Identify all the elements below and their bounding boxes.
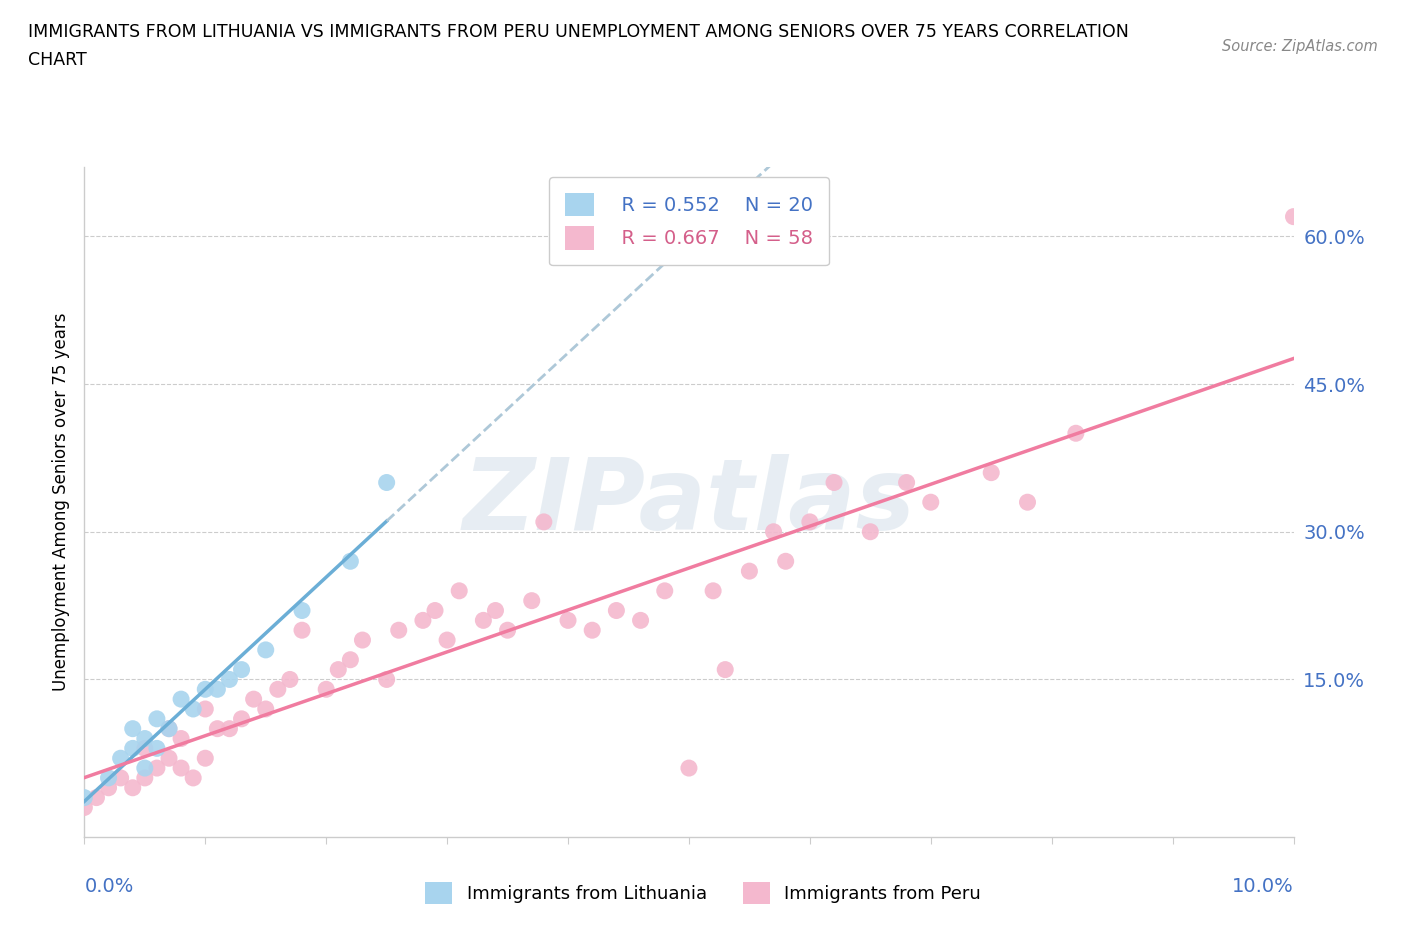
Point — [254, 701, 277, 716]
Point — [146, 761, 169, 776]
Point — [170, 692, 193, 707]
Text: 10.0%: 10.0% — [1232, 877, 1294, 897]
Point — [157, 722, 180, 737]
Point — [896, 475, 918, 490]
Point — [412, 613, 434, 628]
Point — [449, 583, 471, 598]
Point — [762, 525, 785, 539]
Point — [218, 672, 240, 687]
Point — [388, 623, 411, 638]
Point — [134, 770, 156, 785]
Legend:   R = 0.552    N = 20,   R = 0.667    N = 58: R = 0.552 N = 20, R = 0.667 N = 58 — [548, 177, 830, 265]
Point — [1064, 426, 1087, 441]
Point — [278, 672, 301, 687]
Point — [1017, 495, 1039, 510]
Point — [207, 722, 229, 737]
Point — [738, 564, 761, 578]
Point — [328, 662, 350, 677]
Text: CHART: CHART — [28, 51, 87, 69]
Point — [920, 495, 942, 510]
Point — [121, 722, 143, 737]
Point — [714, 662, 737, 677]
Point — [291, 603, 314, 618]
Point — [134, 741, 156, 756]
Point — [218, 722, 240, 737]
Text: IMMIGRANTS FROM LITHUANIA VS IMMIGRANTS FROM PERU UNEMPLOYMENT AMONG SENIORS OVE: IMMIGRANTS FROM LITHUANIA VS IMMIGRANTS … — [28, 23, 1129, 41]
Point — [291, 623, 314, 638]
Point — [170, 761, 193, 776]
Point — [73, 800, 96, 815]
Point — [254, 643, 277, 658]
Point — [242, 692, 264, 707]
Point — [339, 554, 361, 569]
Point — [557, 613, 579, 628]
Point — [97, 770, 120, 785]
Point — [134, 761, 156, 776]
Point — [520, 593, 543, 608]
Legend: Immigrants from Lithuania, Immigrants from Peru: Immigrants from Lithuania, Immigrants fr… — [418, 875, 988, 911]
Point — [859, 525, 882, 539]
Point — [484, 603, 506, 618]
Point — [980, 465, 1002, 480]
Point — [73, 790, 96, 805]
Point — [775, 554, 797, 569]
Point — [194, 682, 217, 697]
Point — [146, 741, 169, 756]
Point — [423, 603, 446, 618]
Point — [146, 711, 169, 726]
Point — [267, 682, 290, 697]
Point — [207, 682, 229, 697]
Y-axis label: Unemployment Among Seniors over 75 years: Unemployment Among Seniors over 75 years — [52, 313, 70, 691]
Point — [231, 711, 253, 726]
Point — [1282, 209, 1305, 224]
Point — [436, 632, 458, 647]
Point — [533, 514, 555, 529]
Text: 0.0%: 0.0% — [84, 877, 134, 897]
Point — [170, 731, 193, 746]
Point — [496, 623, 519, 638]
Point — [134, 731, 156, 746]
Point — [581, 623, 603, 638]
Point — [315, 682, 337, 697]
Point — [630, 613, 652, 628]
Point — [472, 613, 495, 628]
Point — [110, 751, 132, 765]
Point — [375, 475, 398, 490]
Point — [181, 770, 204, 785]
Point — [678, 761, 700, 776]
Point — [605, 603, 627, 618]
Point — [86, 790, 108, 805]
Point — [654, 583, 676, 598]
Point — [110, 770, 132, 785]
Point — [157, 751, 180, 765]
Point — [181, 701, 204, 716]
Point — [339, 652, 361, 667]
Point — [352, 632, 374, 647]
Text: ZIPatlas: ZIPatlas — [463, 454, 915, 551]
Point — [157, 722, 180, 737]
Point — [231, 662, 253, 677]
Point — [823, 475, 845, 490]
Point — [121, 741, 143, 756]
Point — [375, 672, 398, 687]
Point — [194, 751, 217, 765]
Point — [97, 780, 120, 795]
Point — [194, 701, 217, 716]
Point — [121, 780, 143, 795]
Text: Source: ZipAtlas.com: Source: ZipAtlas.com — [1222, 39, 1378, 54]
Point — [799, 514, 821, 529]
Point — [702, 583, 724, 598]
